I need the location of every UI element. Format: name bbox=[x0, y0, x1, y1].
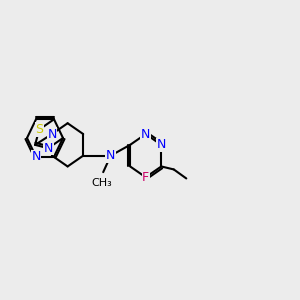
Text: N: N bbox=[141, 128, 150, 140]
Text: F: F bbox=[142, 171, 149, 184]
Text: N: N bbox=[106, 149, 116, 162]
Text: N: N bbox=[44, 142, 53, 155]
Text: S: S bbox=[35, 123, 43, 136]
Text: CH₃: CH₃ bbox=[92, 178, 112, 188]
Text: N: N bbox=[157, 138, 166, 151]
Text: N: N bbox=[31, 150, 41, 163]
Text: N: N bbox=[47, 128, 57, 140]
